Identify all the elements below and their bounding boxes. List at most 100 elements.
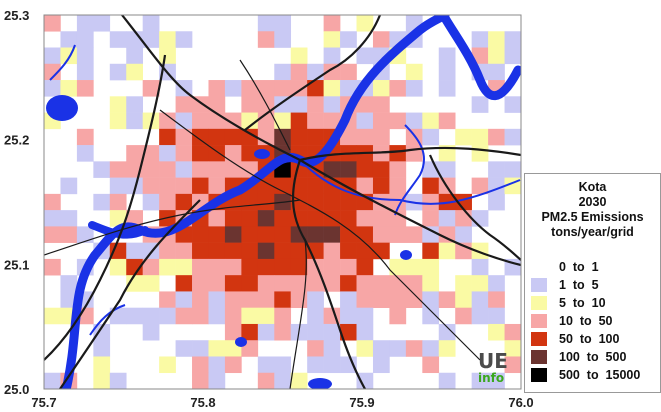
grid-cell	[340, 291, 357, 308]
grid-cell	[44, 80, 61, 97]
grid-cell	[471, 31, 489, 48]
grid-cell	[422, 112, 440, 130]
grid-cell	[126, 242, 143, 260]
grid-cell	[126, 177, 143, 195]
grid-cell	[159, 161, 176, 178]
highway-east	[299, 146, 521, 162]
grid-cell	[257, 275, 275, 292]
grid-cell	[323, 80, 341, 97]
grid-cell	[175, 340, 193, 357]
grid-cell	[126, 275, 143, 292]
grid-cell	[356, 258, 374, 276]
grid-cell	[307, 210, 324, 227]
grid-cell	[208, 210, 226, 227]
grid-cell	[257, 291, 275, 308]
grid-cell	[307, 177, 324, 195]
grid-cell	[438, 226, 456, 243]
grid-cell	[389, 80, 407, 97]
grid-cell	[504, 161, 521, 178]
grid-cell	[389, 210, 407, 227]
grid-cell	[208, 291, 226, 308]
grid-cell	[257, 356, 275, 374]
grid-cell	[471, 96, 489, 113]
grid-cell	[372, 210, 390, 227]
grid-cell	[405, 63, 423, 81]
grid-cell	[208, 258, 226, 276]
y-tick-label: 25.0	[4, 382, 29, 397]
grid-cell	[307, 128, 324, 146]
legend-item: 500 to 15000	[531, 366, 640, 384]
grid-cell	[504, 128, 521, 146]
grid-cell	[356, 340, 374, 357]
grid-cell	[274, 80, 292, 97]
grid-cell	[471, 145, 489, 162]
grid-cell	[44, 193, 61, 211]
grid-cell	[192, 177, 209, 195]
grid-cell	[290, 210, 308, 227]
grid-cell	[159, 356, 176, 374]
grid-cell	[290, 63, 308, 81]
grid-cell	[192, 340, 209, 357]
grid-cell	[471, 128, 489, 146]
logo-info-text: info	[478, 371, 505, 385]
legend-swatch	[531, 368, 547, 382]
grid-cell	[175, 307, 193, 325]
highway-west	[44, 54, 167, 361]
grid-cell	[504, 356, 521, 374]
grid-cell	[159, 112, 176, 130]
grid-cell	[307, 307, 324, 325]
grid-cell	[307, 112, 324, 130]
grid-cell	[142, 193, 160, 211]
grid-cell	[224, 275, 242, 292]
grid-cell	[422, 177, 440, 195]
grid-cell	[422, 210, 440, 227]
grid-cell	[372, 291, 390, 308]
river-branch	[88, 221, 149, 239]
grid-cell	[159, 31, 176, 48]
grid-cell	[323, 275, 341, 292]
grid-cell	[224, 80, 242, 97]
grid-cell	[76, 226, 94, 243]
grid-cell	[44, 258, 61, 276]
grid-cell	[142, 31, 160, 48]
grid-cell	[356, 275, 374, 292]
grid-cell	[109, 210, 127, 227]
grid-cell	[422, 291, 440, 308]
grid-cell	[109, 31, 127, 48]
grid-cell	[109, 193, 127, 211]
grid-cell	[241, 242, 259, 260]
grid-cell	[488, 291, 505, 308]
grid-cell	[208, 275, 226, 292]
grid-cell	[109, 258, 127, 276]
grid-cell	[340, 80, 357, 97]
grid-cell	[60, 80, 78, 97]
grid-cell	[274, 15, 292, 32]
grid-cell	[438, 210, 456, 227]
grid-cell	[323, 15, 341, 32]
grid-cell	[290, 128, 308, 146]
grid-cell	[372, 161, 390, 178]
grid-cell	[257, 80, 275, 97]
grid-cell	[175, 145, 193, 162]
grid-cell	[488, 47, 505, 65]
grid-cell	[192, 242, 209, 260]
grid-cell	[455, 291, 472, 308]
grid-cell	[192, 112, 209, 130]
grid-cell	[323, 63, 341, 81]
grid-cell	[290, 275, 308, 292]
grid-cell	[290, 112, 308, 130]
canal-line	[299, 159, 521, 205]
grid-cell	[159, 307, 176, 325]
grid-cell	[257, 307, 275, 325]
legend-swatch	[531, 350, 547, 364]
grid-cell	[488, 31, 505, 48]
grid-cell	[274, 128, 292, 146]
legend-item: 10 to 50	[531, 312, 613, 330]
legend-swatch	[531, 332, 547, 346]
grid-cell	[241, 291, 259, 308]
grid-cell	[488, 128, 505, 146]
grid-cell	[323, 96, 341, 113]
grid-cell	[142, 323, 160, 341]
legend-header: Kota 2030 PM2.5 Emissions tons/year/grid	[525, 174, 660, 246]
grid-cell	[372, 340, 390, 357]
